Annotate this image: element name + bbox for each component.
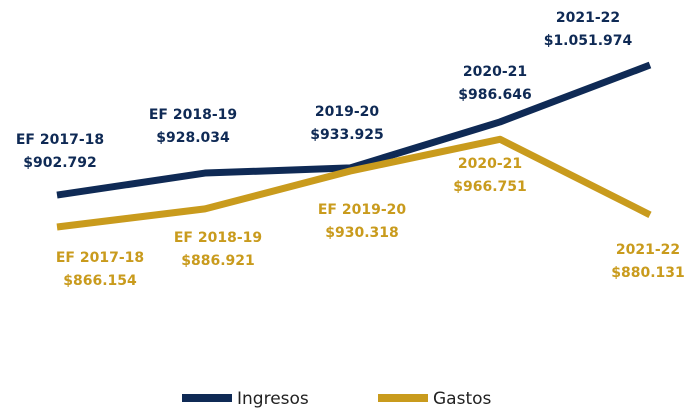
value-label: $1.051.974 (544, 33, 633, 49)
value-label: $933.925 (310, 127, 384, 143)
point-category: EF 2018-19 (174, 230, 262, 246)
point-category: EF 2019-20 (318, 202, 407, 218)
value-label: $966.751 (453, 179, 527, 195)
legend-label: Gastos (433, 389, 492, 409)
value-label: $880.131 (611, 265, 685, 281)
point-category: 2020-21 (463, 64, 527, 80)
value-label: $928.034 (156, 130, 230, 146)
value-label: $886.921 (181, 253, 255, 269)
point-category: EF 2017-18 (56, 250, 144, 266)
legend-swatch (378, 394, 428, 402)
legend-swatch (182, 394, 232, 402)
point-category: EF 2017-18 (16, 132, 104, 148)
point-category: 2021-22 (556, 10, 620, 26)
value-label: $930.318 (325, 225, 399, 241)
value-label: $902.792 (23, 155, 97, 171)
line (56, 135, 652, 231)
point-category: EF 2018-19 (149, 107, 237, 123)
legend-label: Ingresos (237, 389, 309, 409)
point-category: 2019-20 (315, 104, 380, 120)
point-category: 2021-22 (616, 242, 680, 258)
value-label: $866.154 (63, 273, 137, 289)
point-category: 2020-21 (458, 156, 522, 172)
value-label: $986.646 (458, 87, 532, 103)
